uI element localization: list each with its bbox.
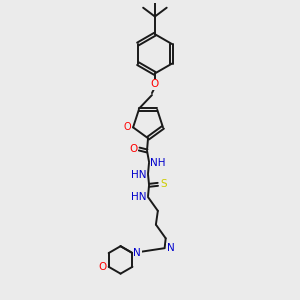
Text: HN: HN <box>131 169 147 179</box>
Text: O: O <box>123 122 131 132</box>
Text: HN: HN <box>131 192 147 202</box>
Text: O: O <box>151 79 159 89</box>
Text: N: N <box>134 248 141 258</box>
Text: S: S <box>160 179 167 189</box>
Text: N: N <box>167 243 175 253</box>
Text: O: O <box>129 144 137 154</box>
Text: NH: NH <box>150 158 166 168</box>
Text: O: O <box>99 262 107 272</box>
